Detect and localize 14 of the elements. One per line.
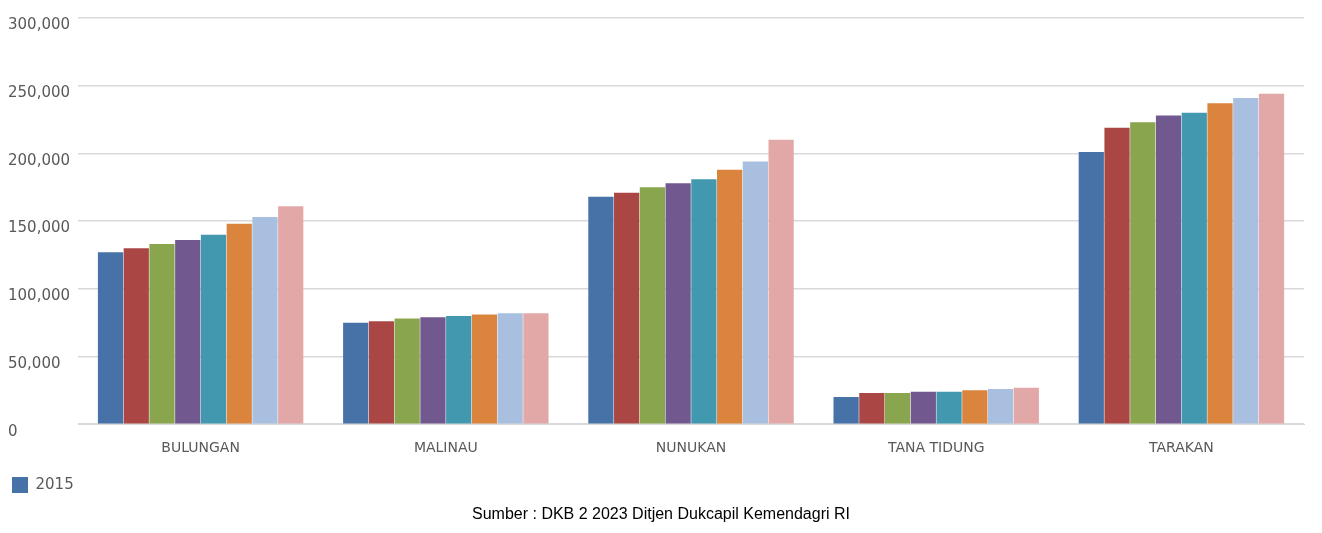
y-tick-label: 100,000 bbox=[8, 286, 71, 305]
y-tick-label: 300,000 bbox=[8, 15, 71, 34]
y-tick-label: 150,000 bbox=[8, 218, 71, 237]
x-tick-label: BULUNGAN bbox=[161, 439, 240, 456]
x-tick-label: TANA TIDUNG bbox=[886, 439, 985, 456]
y-tick-label: 250,000 bbox=[8, 83, 71, 102]
x-tick-label: NUNUKAN bbox=[655, 439, 727, 456]
x-tick-label: TARAKAN bbox=[1148, 439, 1214, 456]
y-tick-label: 200,000 bbox=[8, 150, 71, 169]
legend-label: 2015 bbox=[35, 474, 74, 493]
text: Sumber : DKB 2 2023 Ditjen Dukcapil Kemendagri RI bbox=[471, 505, 851, 523]
y-tick-label: 50,000 bbox=[8, 353, 61, 372]
y-tick-label: 0 bbox=[8, 421, 18, 440]
x-tick-label: MALINAU bbox=[413, 439, 478, 456]
